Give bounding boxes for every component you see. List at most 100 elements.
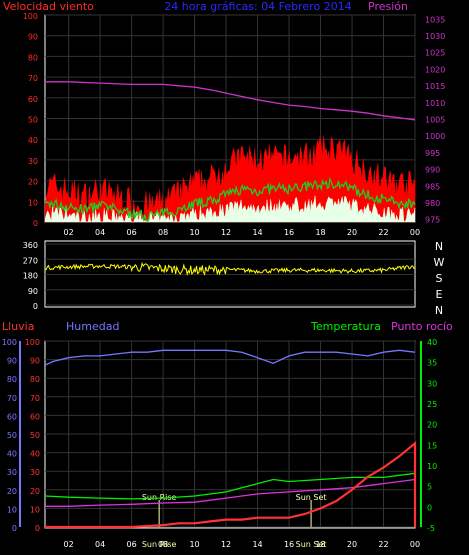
rain-tick-label: 30 (30, 468, 40, 477)
x-tick-label: 22 (378, 540, 388, 549)
wind-speed-label: Velocidad viento (3, 0, 94, 13)
y-left-tick-label: 40 (28, 136, 38, 145)
humidity-tick-label: 60 (7, 412, 17, 421)
x-tick-label: 00 (410, 540, 420, 549)
temperature-label: Temperatura (310, 320, 381, 333)
direction-series (44, 261, 416, 277)
humidity-tick-label: 30 (7, 468, 17, 477)
gust-series (44, 135, 416, 223)
temperature-series (44, 472, 416, 500)
x-tick-label: 14 (252, 540, 262, 549)
y-right-tick-label: 980 (425, 199, 440, 208)
x-tick-label: 04 (95, 228, 105, 237)
x-tick-label: 14 (252, 228, 262, 237)
temperature-tick-label: 35 (427, 359, 437, 368)
chart-title: 24 hora gráficas: 04 Febrero 2014 (164, 0, 351, 13)
x-tick-label: 18 (315, 228, 325, 237)
rain-tick-label: 50 (30, 431, 40, 440)
temperature-tick-label: 15 (427, 441, 437, 450)
rain-tick-label: 80 (30, 375, 40, 384)
humidity-tick-label: 0 (12, 524, 17, 533)
y-left-tick-label: 10 (28, 198, 38, 207)
temperature-tick-label: 10 (427, 462, 437, 471)
compass-label: N (435, 304, 443, 317)
min-wind-series (44, 195, 416, 223)
direction-tick-label: 270 (23, 256, 38, 265)
x-tick-label: 22 (378, 228, 388, 237)
x-tick-label: 18 (315, 540, 325, 549)
temperature-tick-label: 0 (427, 503, 432, 512)
y-left-tick-label: 80 (28, 53, 38, 62)
humidity-tick-label: 40 (7, 450, 17, 459)
humidity-tick-label: 20 (7, 487, 17, 496)
humidity-label: Humedad (66, 320, 119, 333)
rain-series (45, 440, 417, 529)
direction-tick-label: 360 (23, 241, 38, 250)
x-tick-label: 08 (158, 228, 168, 237)
rain-tick-label: 0 (35, 524, 40, 533)
y-right-tick-label: 1000 (425, 132, 445, 141)
y-left-tick-label: 20 (28, 178, 38, 187)
x-tick-label: 02 (64, 228, 74, 237)
rain-tick-label: 60 (30, 412, 40, 421)
y-right-tick-label: 1020 (425, 65, 445, 74)
direction-tick-label: 90 (28, 287, 38, 296)
sun-marker-label: Sun Set (296, 493, 327, 502)
y-left-tick-label: 100 (23, 12, 38, 21)
y-right-tick-label: 985 (425, 182, 440, 191)
temperature-tick-label: 30 (427, 379, 437, 388)
rain-label: Lluvia (2, 320, 34, 333)
direction-tick-label: 180 (23, 272, 38, 281)
y-left-tick-label: 30 (28, 157, 38, 166)
pressure-series (45, 81, 416, 121)
y-left-tick-label: 90 (28, 33, 38, 42)
compass-label: E (436, 288, 443, 301)
x-tick-label: 06 (127, 540, 137, 549)
y-right-tick-label: 1010 (425, 99, 445, 108)
sun-marker-label: Sun Rise (142, 493, 177, 502)
compass-label: S (436, 272, 443, 285)
y-left-tick-label: 0 (33, 219, 38, 228)
pressure-label: Presión (368, 0, 408, 13)
y-right-tick-label: 975 (425, 216, 440, 225)
humidity-tick-label: 100 (2, 338, 17, 347)
y-right-tick-label: 1005 (425, 116, 445, 125)
rain-tick-label: 40 (30, 450, 40, 459)
humidity-tick-label: 90 (7, 357, 17, 366)
y-right-tick-label: 990 (425, 166, 440, 175)
x-tick-label: 20 (347, 228, 357, 237)
temperature-tick-label: 40 (427, 338, 437, 347)
humidity-tick-label: 50 (7, 431, 17, 440)
y-right-tick-label: 1030 (425, 32, 445, 41)
temperature-tick-label: 5 (427, 483, 432, 492)
x-tick-label: 02 (64, 540, 74, 549)
dew-point-label: Punto rocío (391, 320, 453, 333)
avg-wind-series (44, 177, 416, 222)
rain-tick-label: 20 (30, 487, 40, 496)
compass-label: N (435, 240, 443, 253)
humidity-tick-label: 10 (7, 505, 17, 514)
temperature-tick-label: 25 (427, 400, 437, 409)
x-tick-label: 08 (158, 540, 168, 549)
direction-tick-label: 0 (33, 302, 38, 311)
y-left-tick-label: 50 (28, 116, 38, 125)
x-tick-label: 16 (284, 228, 294, 237)
sun-marker-axis-label: Sun Rise (142, 540, 177, 549)
y-right-tick-label: 1035 (425, 15, 445, 24)
rain-tick-label: 90 (30, 357, 40, 366)
x-tick-label: 00 (410, 228, 420, 237)
x-tick-label: 12 (221, 540, 231, 549)
wind-pressure-plot: 0102030405060708090100975980985990995100… (23, 12, 446, 237)
y-left-tick-label: 70 (28, 74, 38, 83)
x-tick-label: 10 (189, 228, 199, 237)
x-tick-label: 20 (347, 540, 357, 549)
y-left-tick-label: 60 (28, 95, 38, 104)
temperature-tick-label: -5 (427, 524, 435, 533)
y-right-tick-label: 1015 (425, 82, 445, 91)
sun-marker-axis-label: Sun Set (296, 540, 327, 549)
y-right-tick-label: 995 (425, 149, 440, 158)
